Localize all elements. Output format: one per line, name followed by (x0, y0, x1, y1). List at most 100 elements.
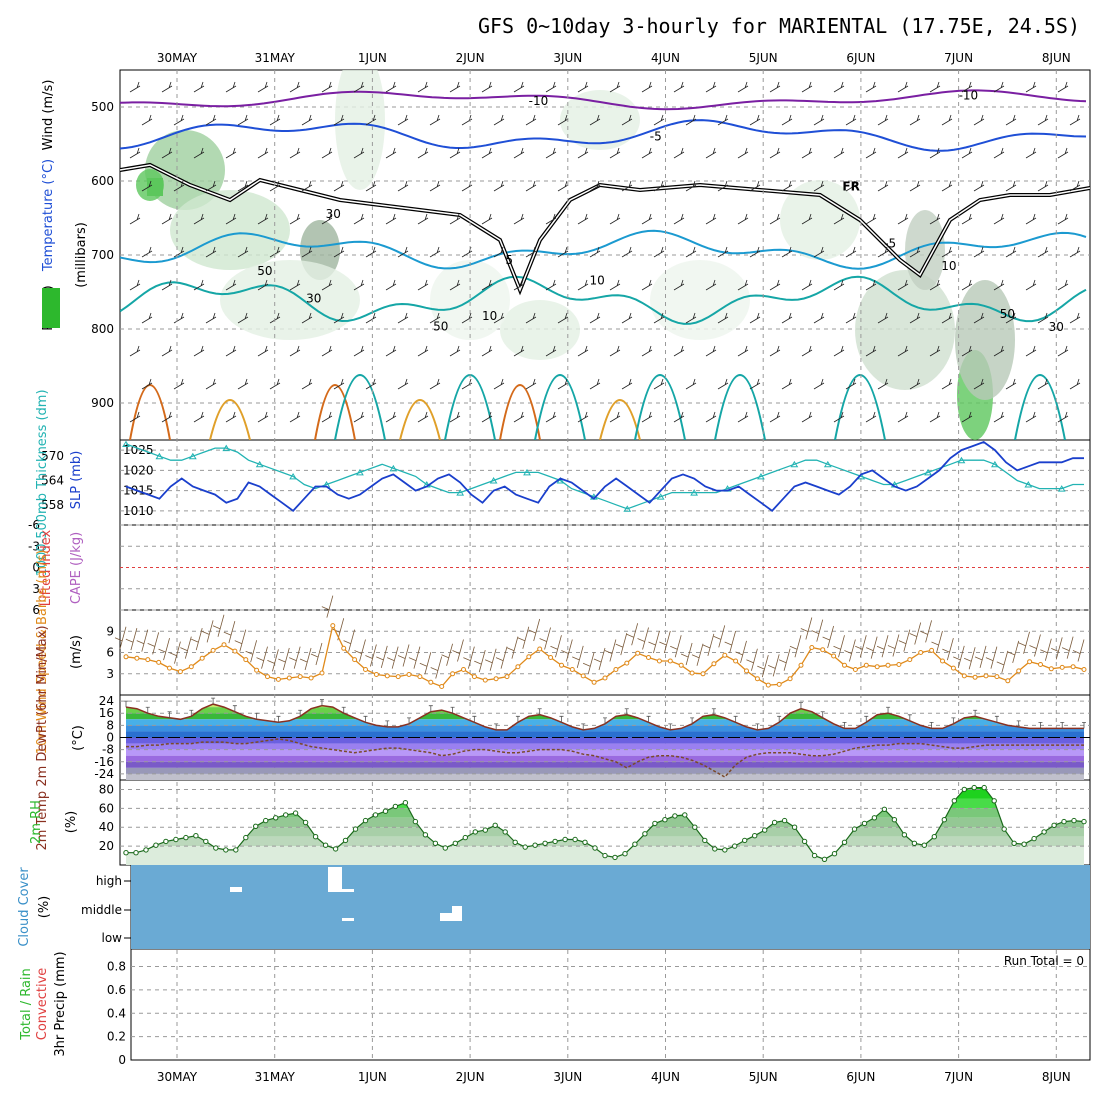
wind10m-barb (397, 644, 410, 667)
wind10m-barb (310, 642, 323, 666)
rh2m-point (602, 852, 608, 859)
upper-wind-barb (1025, 81, 1037, 93)
thickness-point (1024, 481, 1033, 488)
upper-wind-barb (449, 411, 461, 423)
rh2m-point (223, 847, 229, 853)
wind10m-barb (147, 632, 160, 655)
wind10m-point (373, 672, 379, 677)
wind10m-barb (963, 647, 976, 670)
thickness-line (125, 443, 1084, 510)
temp-contour-warm (129, 384, 171, 440)
wind10m-barb (299, 647, 312, 671)
thickness-point (523, 468, 531, 476)
temp-minmax-bar (864, 715, 869, 723)
upper-wind-barb (205, 246, 217, 258)
upper-wind-barb (385, 147, 397, 159)
upper-wind-barb (365, 180, 377, 192)
rh2m-point (1011, 840, 1017, 846)
upper-wind-barb (685, 246, 697, 258)
li-axis-label: Lifted Index (39, 529, 54, 606)
temp-tick: 24 (99, 694, 114, 708)
upper-wind-barb (397, 378, 409, 390)
upper-wind-barb (1005, 378, 1017, 390)
wind10m-point (210, 647, 216, 653)
wind10m-barb (1029, 634, 1041, 657)
upper-wind-barb (269, 180, 281, 192)
wind10m-point (515, 664, 521, 670)
wind10m-barb (735, 640, 747, 664)
upper-wind-barb (129, 345, 141, 357)
upper-wind-barb (493, 246, 505, 258)
upper-wind-barb (1057, 81, 1069, 93)
rh2m-panel: 20 40 60 80 (99, 782, 1090, 865)
rh2m-point (352, 826, 359, 832)
wind10m-point (809, 645, 815, 650)
upper-wind-barb (993, 411, 1005, 423)
upper-wind-barb (833, 147, 845, 159)
upper-wind-barb (205, 378, 217, 390)
wind10m-barb (942, 637, 954, 661)
upper-wind-barb (801, 81, 813, 93)
upper-wind-barb (545, 147, 557, 159)
upper-wind-barb (941, 114, 953, 126)
upper-wind-barb (333, 180, 345, 192)
rh-contour-label: 30 (306, 291, 321, 305)
wind10m-point (123, 654, 129, 660)
upper-wind-barb (973, 246, 985, 258)
wind10m-barb (430, 656, 443, 679)
temp-band (126, 713, 1084, 720)
upper-wind-barb (717, 246, 729, 258)
rh2m-point (283, 812, 289, 818)
upper-wind-barb (417, 279, 429, 291)
wind10m-point (711, 661, 717, 667)
upper-wind-barb (493, 312, 505, 324)
upper-wind-barb (609, 411, 621, 423)
wind10m-point (221, 642, 227, 648)
upper-wind-barb (525, 180, 537, 192)
upper-wind-barb (449, 213, 461, 225)
wind10m-point (678, 662, 684, 668)
day-label-top: 8JUN (1042, 51, 1071, 65)
upper-wind-barb (673, 213, 685, 225)
upper-wind-barb (161, 147, 173, 159)
upper-wind-barb (397, 246, 409, 258)
temp-minmax-bar (232, 705, 237, 712)
rh-legend-swatch (42, 288, 60, 328)
rh2m-point (263, 817, 269, 824)
wind10m-point (156, 659, 162, 665)
upper-wind-barb (737, 213, 749, 225)
upper-wind-barb (1037, 180, 1049, 192)
pressure-unit-label: (millibars) (74, 222, 89, 288)
wind10m-barb (659, 630, 671, 654)
upper-wind-barb (321, 81, 333, 93)
wind10m-barb (528, 618, 541, 642)
upper-wind-barb (737, 81, 749, 93)
upper-wind-barb (1057, 345, 1069, 357)
temp-minmax-bar (211, 697, 216, 705)
upper-wind-barb (1037, 246, 1049, 258)
rh2m-point (193, 833, 199, 839)
rh2m-point (762, 827, 768, 833)
upper-wind-barb (621, 378, 633, 390)
upper-wind-barb (257, 345, 269, 357)
wind10m-barb (223, 620, 236, 644)
upper-wind-barb (769, 279, 781, 291)
wind10m-point (929, 647, 935, 653)
rh2m-point (781, 817, 788, 824)
wind10m-point (950, 665, 956, 671)
temp-minmax-bar (145, 706, 150, 714)
rh2m-point (1081, 818, 1087, 825)
rh2m-point (522, 844, 528, 850)
li-tick: 6 (32, 603, 40, 617)
upper-wind-barb (173, 378, 185, 390)
rh2m-point (462, 834, 468, 841)
rh2m-point (712, 846, 718, 852)
rh2m-point (332, 846, 339, 852)
wind-axis-label: Wind (m/s) (41, 80, 56, 151)
rh-tick: 20 (99, 839, 114, 853)
upper-wind-barb (897, 147, 909, 159)
wind10m-barb (702, 633, 715, 656)
thickness-point (155, 452, 164, 460)
upper-wind-barb (1057, 279, 1069, 291)
temp-minmax-bar (603, 717, 607, 724)
